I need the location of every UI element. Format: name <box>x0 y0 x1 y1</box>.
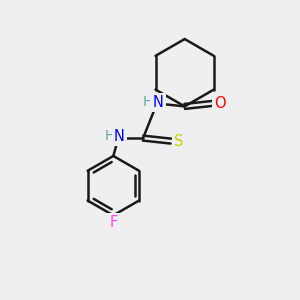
Text: F: F <box>109 215 118 230</box>
Text: H: H <box>104 129 115 143</box>
Text: N: N <box>114 129 125 144</box>
Text: N: N <box>152 95 164 110</box>
Text: O: O <box>214 96 226 111</box>
Text: H: H <box>143 95 153 110</box>
Text: S: S <box>174 134 183 148</box>
